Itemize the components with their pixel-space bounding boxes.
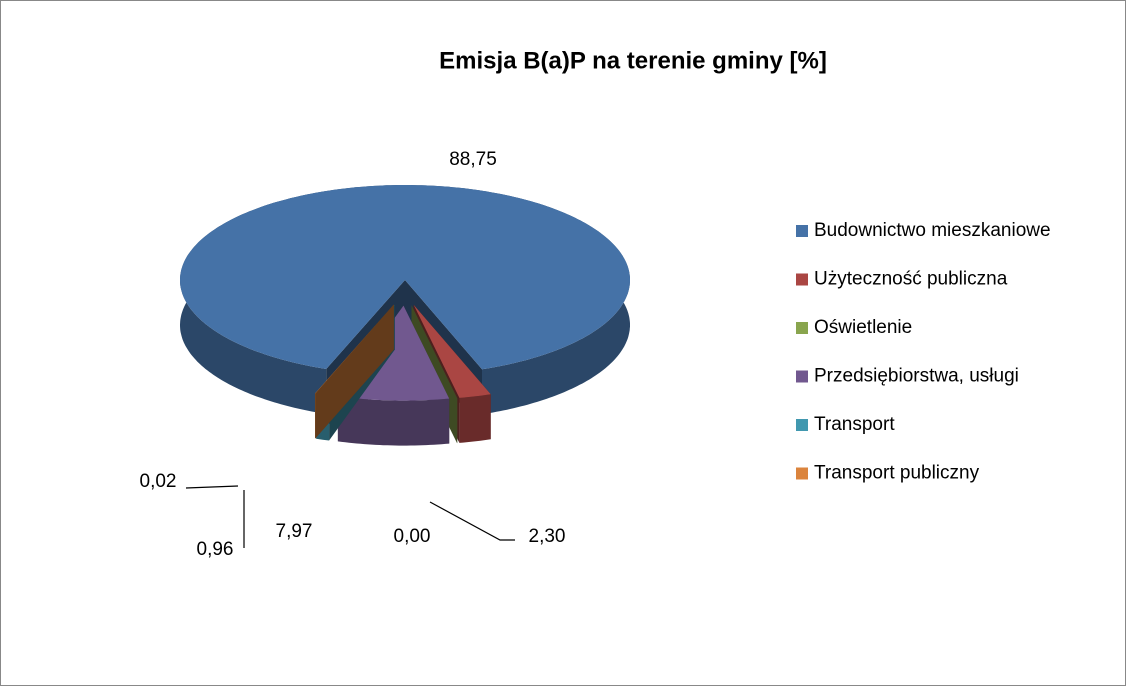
data-label: 2,30 <box>529 526 566 547</box>
leader-line <box>429 501 515 541</box>
slice-wall <box>337 396 450 446</box>
data-label: 0,96 <box>197 539 234 560</box>
legend-swatch <box>796 225 808 237</box>
legend-label: Oświetlenie <box>814 317 912 338</box>
legend-swatch <box>796 419 808 431</box>
slice-top <box>180 185 630 370</box>
legend-swatch <box>796 273 808 286</box>
legend-swatch <box>796 370 808 383</box>
data-label: 0,02 <box>140 471 177 492</box>
legend-label: Użyteczność publiczna <box>814 269 1008 290</box>
data-label: 7,97 <box>276 521 313 542</box>
legend-swatch <box>796 322 808 334</box>
legend-label: Transport <box>814 414 895 435</box>
slice-top <box>315 304 394 394</box>
legend-label: Budownictwo mieszkaniowe <box>814 220 1051 241</box>
data-label: 0,00 <box>394 526 431 547</box>
slice-top <box>413 304 491 398</box>
slice-wall <box>459 394 491 443</box>
legend-label: Przedsiębiorstwa, usługi <box>814 366 1019 387</box>
legend-label: Transport publiczny <box>814 463 980 484</box>
legend-swatch <box>796 467 808 480</box>
slice-side <box>315 304 394 439</box>
leader-line <box>185 485 239 489</box>
pie-slice <box>315 304 394 439</box>
data-label: 88,75 <box>449 149 497 170</box>
chart-title: Emisja B(a)P na terenie gminy [%] <box>439 47 827 74</box>
